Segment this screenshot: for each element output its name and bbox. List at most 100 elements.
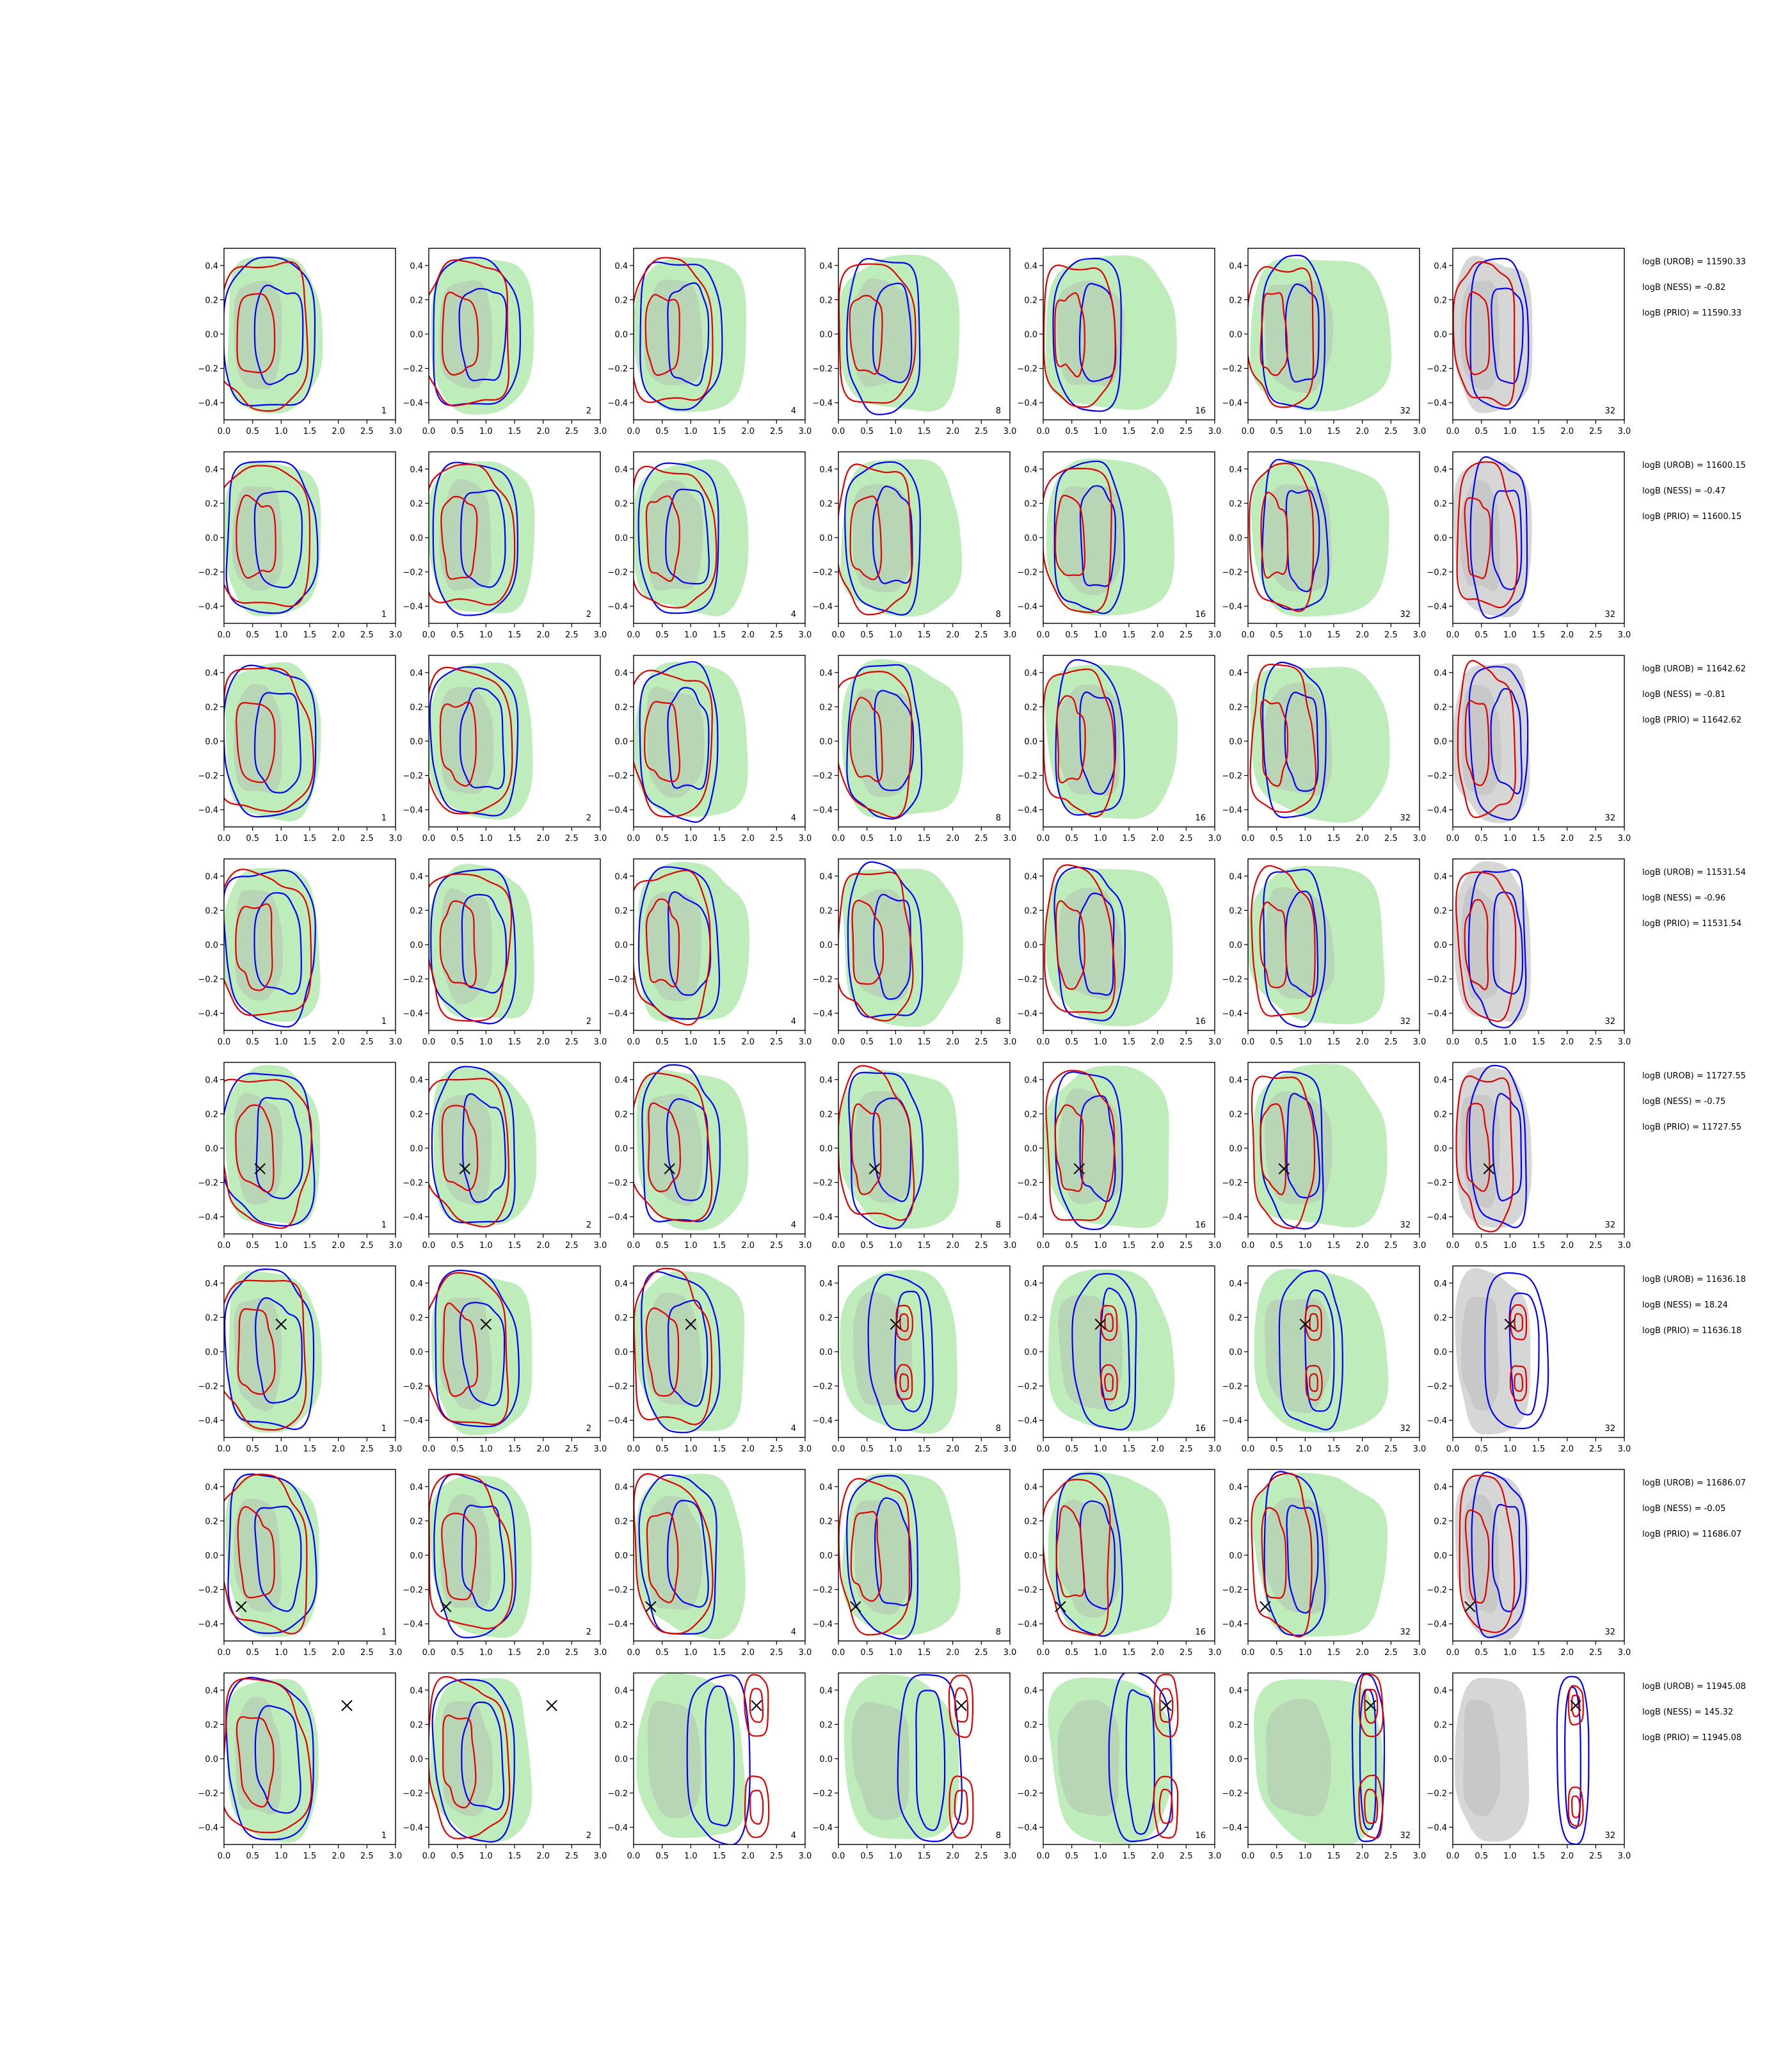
red-contour bbox=[236, 494, 276, 579]
logb-annotations: logB (UROB) = 11590.33 logB (NESS) = -0.8… bbox=[1642, 257, 1746, 1743]
density-fill bbox=[644, 279, 703, 386]
red-contour bbox=[1055, 1505, 1085, 1598]
true-value-marker bbox=[275, 1318, 287, 1330]
red-contour bbox=[1153, 1775, 1179, 1839]
y-tick-label: −0.2 bbox=[1427, 1789, 1447, 1799]
x-tick-label: 0.5 bbox=[1065, 834, 1078, 844]
y-tick-label: −0.2 bbox=[1017, 1586, 1037, 1596]
red-contour bbox=[1054, 292, 1085, 378]
blue-contour bbox=[665, 488, 710, 585]
density-fill bbox=[439, 280, 493, 389]
x-tick-label: 3.0 bbox=[1004, 1444, 1017, 1454]
x-tick-label: 1.5 bbox=[1327, 834, 1341, 844]
y-tick-label: −0.4 bbox=[1222, 1009, 1242, 1019]
column-label: 8 bbox=[996, 1628, 1001, 1637]
blue-contour bbox=[894, 1290, 925, 1412]
column-label: 2 bbox=[586, 813, 591, 823]
panel-r5-c2: 0.0 0.5 1.0 1.5 2.0 2.5 3.0 −0.4 −0.2 0.0 0.2 0.4 2 bbox=[403, 1062, 607, 1251]
red-contour bbox=[1509, 1304, 1528, 1341]
x-tick-label: 0.5 bbox=[1270, 834, 1283, 844]
blue-contour bbox=[1359, 1688, 1377, 1830]
blue-contour bbox=[1108, 1673, 1172, 1843]
blue-contour bbox=[637, 866, 721, 1020]
y-tick-label: 0.4 bbox=[410, 872, 423, 882]
contour-layer bbox=[1249, 459, 1389, 617]
x-tick-label: 1.5 bbox=[1532, 1852, 1546, 1861]
red-contour bbox=[851, 899, 884, 985]
y-tick-label: −0.4 bbox=[198, 806, 218, 815]
y-tick-label: 0.2 bbox=[1229, 296, 1242, 305]
y-tick-label: −0.2 bbox=[198, 365, 218, 374]
y-tick-label: 0.4 bbox=[819, 1279, 833, 1289]
red-contour bbox=[429, 259, 510, 407]
x-tick-label: 0.5 bbox=[860, 1241, 874, 1251]
y-tick-label: 0.2 bbox=[614, 1110, 628, 1119]
y-tick-label: −0.2 bbox=[812, 1789, 833, 1799]
blue-contour bbox=[225, 1677, 314, 1841]
red-contour bbox=[1464, 700, 1490, 787]
x-tick-label: 2.0 bbox=[946, 630, 959, 640]
x-tick-label: 0.5 bbox=[1270, 1037, 1283, 1047]
density-fill bbox=[1461, 1296, 1500, 1411]
column-label: 8 bbox=[996, 1220, 1001, 1230]
logb-line: logB (UROB) = 11590.33 bbox=[1642, 257, 1746, 267]
x-tick-label: 2.5 bbox=[565, 1444, 579, 1454]
red-contour bbox=[1249, 463, 1315, 612]
logb-line: logB (PRIO) = 11642.62 bbox=[1642, 716, 1741, 725]
y-tick-label: −0.4 bbox=[198, 602, 218, 612]
density-fill bbox=[1266, 1699, 1331, 1817]
x-tick-label: 3.0 bbox=[1413, 1852, 1427, 1861]
density-fill bbox=[440, 1494, 492, 1609]
x-tick-label: 2.5 bbox=[1180, 1444, 1193, 1454]
y-tick-label: 0.4 bbox=[410, 1686, 423, 1696]
x-tick-label: 1.0 bbox=[889, 630, 902, 640]
blue-contour bbox=[667, 687, 710, 790]
y-tick-label: 0.2 bbox=[614, 296, 628, 305]
x-tick-label: 2.5 bbox=[565, 1037, 579, 1047]
x-tick-label: 1.0 bbox=[1299, 1648, 1312, 1658]
y-tick-label: −0.2 bbox=[812, 772, 833, 781]
x-tick-label: 1.5 bbox=[508, 1444, 522, 1454]
x-tick-label: 0.5 bbox=[451, 427, 464, 436]
red-contour bbox=[645, 898, 680, 988]
y-tick-label: 0.0 bbox=[614, 330, 628, 340]
y-tick-label: 0.0 bbox=[819, 534, 833, 543]
density-fill bbox=[634, 662, 748, 817]
red-contour bbox=[849, 294, 883, 375]
x-tick-label: 1.5 bbox=[713, 834, 726, 844]
x-tick-label: 2.0 bbox=[1356, 834, 1369, 844]
y-tick-label: 0.0 bbox=[1229, 737, 1242, 747]
y-tick-label: −0.4 bbox=[607, 602, 628, 612]
density-fill bbox=[232, 486, 283, 591]
y-tick-label: 0.0 bbox=[819, 1144, 833, 1154]
blue-contour bbox=[874, 1497, 913, 1606]
column-label: 1 bbox=[381, 1831, 387, 1841]
red-contour bbox=[1251, 865, 1316, 1017]
x-tick-label: 2.0 bbox=[1151, 427, 1164, 436]
blue-contour bbox=[458, 287, 508, 381]
x-tick-label: 1.5 bbox=[1327, 1241, 1341, 1251]
x-tick-label: 2.5 bbox=[975, 1852, 988, 1861]
x-tick-label: 2.0 bbox=[946, 1852, 959, 1861]
y-tick-label: −0.4 bbox=[607, 1416, 628, 1426]
density-fill bbox=[429, 1475, 532, 1638]
x-tick-label: 1.0 bbox=[684, 427, 698, 436]
y-tick-label: 0.4 bbox=[1434, 1483, 1447, 1492]
blue-contour bbox=[1491, 1503, 1522, 1612]
x-tick-label: 3.0 bbox=[799, 630, 812, 640]
x-tick-label: 2.5 bbox=[360, 630, 374, 640]
density-fill bbox=[1056, 684, 1121, 796]
x-tick-label: 0.5 bbox=[246, 1852, 259, 1861]
red-contour bbox=[429, 873, 513, 1022]
column-label: 2 bbox=[586, 1831, 591, 1841]
x-tick-label: 2.0 bbox=[741, 1037, 755, 1047]
x-tick-label: 2.5 bbox=[770, 1852, 783, 1861]
density-fill bbox=[636, 1069, 749, 1231]
column-label: 1 bbox=[381, 1424, 387, 1434]
red-contour bbox=[1459, 1475, 1516, 1633]
y-tick-label: −0.4 bbox=[812, 602, 833, 612]
x-tick-label: 2.0 bbox=[946, 1037, 959, 1047]
logb-block-r7: logB (UROB) = 11686.07 logB (NESS) = -0.0… bbox=[1642, 1478, 1746, 1539]
red-contour bbox=[645, 495, 680, 582]
y-tick-label: −0.4 bbox=[198, 1823, 218, 1833]
